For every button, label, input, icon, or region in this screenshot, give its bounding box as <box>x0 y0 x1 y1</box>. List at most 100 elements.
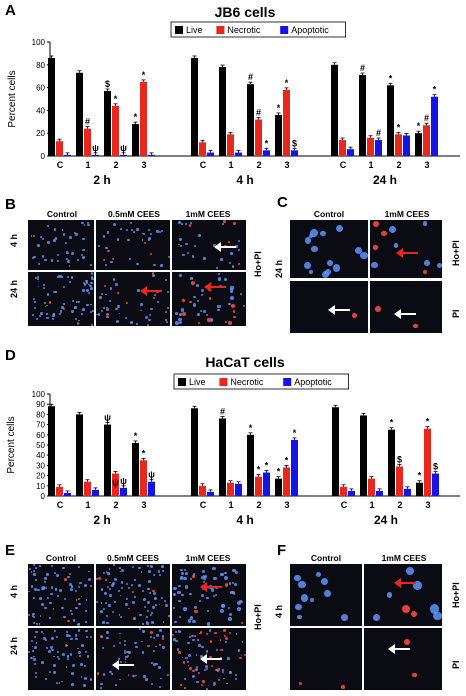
nucleus-blue <box>133 231 135 234</box>
significance-mark: * <box>277 467 281 477</box>
nucleus-blue <box>148 229 151 231</box>
nucleus-blue <box>106 315 109 319</box>
bar-apoptotic <box>92 154 99 156</box>
nucleus-blue <box>212 566 216 571</box>
nucleus-blue <box>321 577 329 585</box>
nucleus-blue <box>181 223 183 225</box>
nucleus-blue <box>70 613 73 616</box>
nucleus-red <box>150 253 153 256</box>
x-tick-label: 1 <box>85 160 90 170</box>
nucleus-blue <box>66 655 70 659</box>
nucleus-red <box>210 665 213 668</box>
nucleus-blue <box>58 682 61 685</box>
bar-apoptotic <box>207 152 214 156</box>
nucleus-blue <box>42 632 45 635</box>
nucleus-blue <box>146 621 150 625</box>
bar-necrotic <box>424 428 431 496</box>
nucleus-blue <box>126 238 130 242</box>
nucleus-blue <box>32 615 35 618</box>
nucleus-blue <box>37 263 40 266</box>
nucleus-blue <box>206 610 209 613</box>
nucleus-blue <box>200 288 205 292</box>
nucleus-blue <box>51 564 54 567</box>
nucleus-blue <box>202 309 206 313</box>
micrograph-tile <box>364 564 442 626</box>
nucleus-blue <box>231 265 235 268</box>
nucleus-red <box>411 610 418 617</box>
nucleus-blue <box>106 636 109 640</box>
nucleus-blue <box>70 584 73 587</box>
nucleus-blue <box>37 278 39 280</box>
micrograph-tile <box>28 272 94 326</box>
nucleus-blue <box>106 585 109 588</box>
bar-live <box>359 75 366 156</box>
micrograph-tile <box>96 220 170 270</box>
nucleus-blue <box>298 580 306 589</box>
nucleus-blue <box>217 308 220 312</box>
nucleus-blue <box>77 602 80 605</box>
nucleus-blue <box>119 567 122 570</box>
nucleus-blue <box>50 259 54 262</box>
nucleus-blue <box>205 650 209 653</box>
nucleus-blue <box>74 317 78 321</box>
nucleus-blue <box>150 683 154 686</box>
nucleus-blue <box>191 254 195 258</box>
nucleus-red <box>79 655 81 657</box>
panel-b-col-1mm: 1mM CEES <box>185 209 231 219</box>
nucleus-blue <box>405 566 414 575</box>
group-label: 2 h <box>93 173 110 187</box>
bar-live <box>219 418 226 496</box>
nucleus-blue <box>230 590 233 594</box>
nucleus-blue <box>84 651 87 654</box>
nucleus-blue <box>132 616 136 620</box>
nucleus-blue <box>85 609 87 612</box>
nucleus-blue <box>99 682 103 686</box>
nucleus-blue <box>65 666 68 668</box>
nucleus-blue <box>228 617 232 621</box>
nucleus-blue <box>193 573 196 576</box>
nucleus-blue <box>203 668 207 672</box>
panel-b-side-label: Ho+PI <box>253 251 263 277</box>
nucleus-blue <box>65 630 69 634</box>
nucleus-blue <box>155 645 158 648</box>
legend-box <box>173 373 350 390</box>
nucleus-blue <box>41 254 45 258</box>
nucleus-blue <box>121 581 124 584</box>
nucleus-red <box>183 686 186 689</box>
nucleus-blue <box>34 588 37 591</box>
bar-live <box>48 406 55 496</box>
nucleus-blue <box>146 323 149 326</box>
nucleus-blue <box>154 597 157 600</box>
nucleus-blue <box>222 223 225 225</box>
nucleus-blue <box>300 594 308 602</box>
nucleus-blue <box>46 224 50 228</box>
nucleus-blue <box>80 595 83 598</box>
y-tick-label: 40 <box>36 451 45 460</box>
nucleus-red <box>159 644 161 646</box>
nucleus-blue <box>184 678 186 680</box>
nucleus-blue <box>304 237 312 245</box>
bar-live <box>104 91 111 156</box>
nucleus-blue <box>37 244 41 247</box>
nucleus-blue <box>90 264 92 266</box>
bar-apoptotic <box>263 150 270 156</box>
nucleus-red <box>207 318 211 322</box>
nucleus-blue <box>229 289 234 293</box>
nucleus-blue <box>112 581 115 585</box>
nucleus-blue <box>162 621 165 623</box>
nucleus-blue <box>40 631 43 634</box>
nucleus-blue <box>36 318 39 321</box>
nucleus-red <box>118 312 121 315</box>
nucleus-red <box>119 678 121 681</box>
nucleus-blue <box>43 283 45 286</box>
legend-swatch-apoptotic <box>283 378 292 386</box>
nucleus-blue <box>34 578 37 581</box>
nucleus-red <box>373 245 378 250</box>
bar-apoptotic <box>403 135 410 156</box>
nucleus-red <box>222 220 226 224</box>
nucleus-blue <box>104 591 107 595</box>
nucleus-blue <box>116 319 120 323</box>
nucleus-red <box>197 321 200 325</box>
nucleus-blue <box>131 584 134 587</box>
nucleus-blue <box>54 236 58 240</box>
